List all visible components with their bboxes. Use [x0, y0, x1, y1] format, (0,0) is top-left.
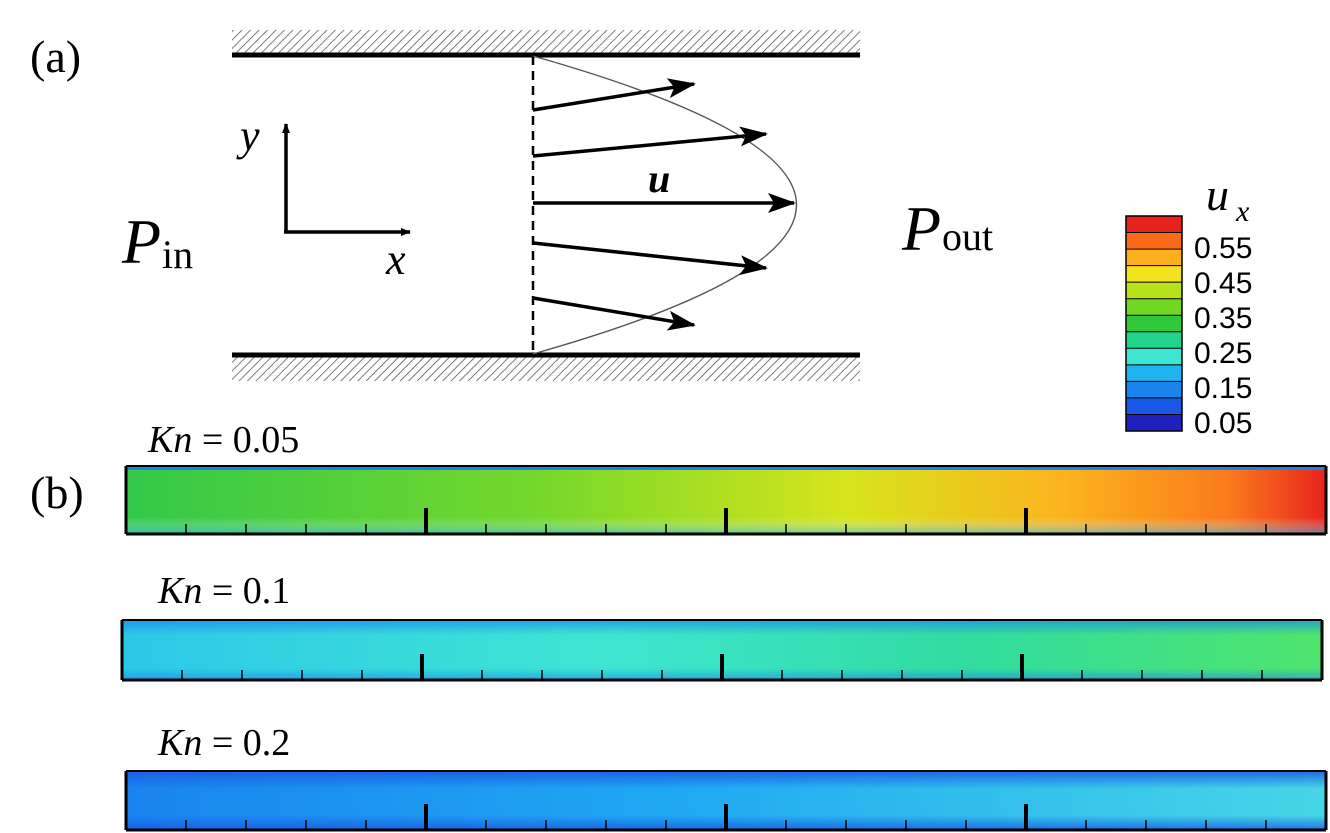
colorbar-tick-label: 0.45	[1194, 267, 1252, 300]
kn-value: = 0.2	[202, 722, 290, 764]
colorbar-title-symbol: u	[1206, 169, 1229, 220]
panel-a-label: (a)	[30, 31, 81, 82]
colorbar-tick-label: 0.05	[1194, 407, 1252, 440]
velocity-arrow	[532, 126, 768, 158]
colorbar: u x 0.550.450.350.250.150.05	[1125, 169, 1252, 440]
colorbar-level	[1126, 381, 1182, 399]
colorbar-level	[1126, 282, 1182, 300]
colorbar-tick-label: 0.25	[1194, 337, 1252, 370]
kn-symbol: Kn	[157, 722, 202, 764]
colorbar-title-subscript: x	[1235, 195, 1250, 228]
strip-label: Kn = 0.2	[157, 722, 290, 764]
x-axis-label: x	[385, 235, 406, 284]
colorbar-level	[1126, 364, 1182, 382]
colorbar-level	[1126, 315, 1182, 333]
colorbar-tick-label: 0.35	[1194, 302, 1252, 335]
top-boundary-layer	[126, 466, 1326, 470]
panel-b: (b) Kn = 0.05 Kn = 0.1	[30, 419, 1328, 832]
colorbar-frame	[1125, 215, 1183, 432]
colorbar-level	[1126, 414, 1182, 432]
inlet-pressure-symbol: P	[121, 206, 161, 277]
velocity-arrow	[532, 241, 768, 276]
strip-kn-0-1: Kn = 0.1	[120, 570, 1324, 682]
colorbar-levels	[1126, 216, 1182, 432]
colorbar-level	[1126, 216, 1182, 234]
strip-label: Kn = 0.05	[147, 419, 299, 461]
colorbar-level	[1126, 232, 1182, 250]
inlet-pressure-subscript: in	[162, 232, 193, 277]
strip-ticks	[185, 508, 1267, 534]
colorbar-level	[1126, 265, 1182, 283]
kn-value: = 0.1	[202, 570, 290, 612]
strip-kn-0-2: Kn = 0.2	[124, 722, 1328, 832]
strip-ticks	[185, 804, 1267, 830]
velocity-label: u	[648, 156, 670, 201]
colorbar-tick-labels: 0.550.450.350.250.150.05	[1194, 232, 1252, 440]
colorbar-level	[1126, 397, 1182, 415]
outlet-pressure-symbol: P	[901, 193, 941, 264]
colorbar-level	[1126, 331, 1182, 349]
panel-a: (a) P in P out y x u	[30, 30, 993, 381]
bottom-wall-hatch	[232, 357, 860, 381]
colorbar-tick-label: 0.55	[1194, 232, 1252, 265]
strip-label: Kn = 0.1	[157, 570, 290, 612]
top-wall-hatch	[232, 30, 860, 54]
velocity-arrow	[532, 296, 696, 331]
colorbar-level	[1126, 249, 1182, 267]
colorbar-level	[1126, 348, 1182, 366]
strip-ticks	[181, 654, 1263, 680]
outlet-pressure-subscript: out	[942, 214, 993, 259]
panel-b-label: (b)	[30, 467, 84, 518]
colorbar-tick-label: 0.15	[1194, 372, 1252, 405]
velocity-arrow	[532, 78, 696, 112]
kn-value: = 0.05	[192, 419, 299, 461]
kn-symbol: Kn	[147, 419, 192, 461]
y-axis-label: y	[236, 111, 260, 160]
strip-kn-0-05: Kn = 0.05	[124, 419, 1328, 536]
colorbar-level	[1126, 298, 1182, 316]
velocity-profile-curve	[532, 55, 797, 355]
kn-symbol: Kn	[157, 570, 202, 612]
